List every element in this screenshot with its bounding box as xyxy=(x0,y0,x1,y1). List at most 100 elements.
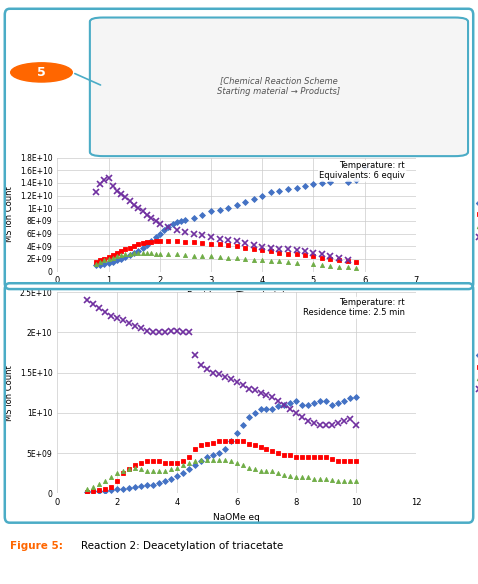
MZ405 xyxy=(268,248,274,255)
MZ447 xyxy=(153,251,159,258)
MZ489 xyxy=(258,390,263,397)
MZ405 xyxy=(135,241,141,248)
MZ489 xyxy=(302,248,307,255)
MZ447 xyxy=(102,257,108,264)
MZ489 xyxy=(183,229,188,236)
MZ405 xyxy=(208,240,214,247)
MZ447 xyxy=(96,480,102,487)
MZ489 xyxy=(199,231,205,238)
MZ363 xyxy=(293,185,299,192)
MZ489 xyxy=(234,238,239,245)
MZ405 xyxy=(132,462,138,469)
MZ363 xyxy=(341,397,347,404)
MZ447 xyxy=(168,466,174,473)
MZ447 xyxy=(293,259,299,266)
MZ405 xyxy=(126,466,132,473)
MZ489 xyxy=(319,251,325,258)
MZ489 xyxy=(122,193,128,200)
MZ363 xyxy=(311,181,316,188)
MZ489 xyxy=(285,246,291,253)
MZ489 xyxy=(106,175,111,182)
MZ489 xyxy=(210,369,216,376)
MZ447 xyxy=(287,472,293,479)
MZ489 xyxy=(204,365,209,372)
MZ489 xyxy=(174,327,180,334)
MZ363 xyxy=(222,446,228,453)
MZ447 xyxy=(268,258,274,265)
MZ363 xyxy=(302,183,307,190)
MZ363 xyxy=(210,451,216,458)
MZ489 xyxy=(347,416,353,423)
Line: MZ447: MZ447 xyxy=(85,457,358,492)
MZ405 xyxy=(258,443,263,450)
MZ447 xyxy=(329,477,335,484)
MZ363 xyxy=(180,469,185,476)
MZ363 xyxy=(84,488,90,495)
MZ405 xyxy=(102,255,108,262)
MZ489 xyxy=(216,371,221,378)
MZ489 xyxy=(264,392,270,399)
MZ489 xyxy=(251,387,257,394)
MZ363 xyxy=(329,401,335,408)
MZ405 xyxy=(204,440,209,447)
MZ363 xyxy=(276,187,282,194)
MZ405 xyxy=(93,259,98,266)
MZ363 xyxy=(97,261,103,268)
MZ489 xyxy=(323,422,329,429)
Line: MZ363: MZ363 xyxy=(85,395,358,494)
MZ363 xyxy=(239,422,246,429)
MZ447 xyxy=(250,256,256,263)
MZ363 xyxy=(170,221,175,228)
MZ489 xyxy=(341,418,347,425)
MZ447 xyxy=(282,471,287,478)
MZ447 xyxy=(110,254,116,261)
MZ405 xyxy=(225,242,231,249)
MZ489 xyxy=(293,246,299,253)
MZ447 xyxy=(183,252,188,259)
MZ405 xyxy=(114,250,120,257)
MZ405 xyxy=(216,437,221,444)
MZ489 xyxy=(138,325,144,332)
MZ405 xyxy=(180,458,185,465)
MZ363 xyxy=(174,219,180,226)
MZ363 xyxy=(135,247,141,254)
MZ363 xyxy=(246,413,251,420)
MZ447 xyxy=(138,466,144,473)
MZ405 xyxy=(347,458,353,465)
MZ363 xyxy=(275,403,281,410)
MZ447 xyxy=(336,263,342,270)
MZ405 xyxy=(191,239,197,246)
MZ363 xyxy=(191,214,197,221)
MZ405 xyxy=(329,456,335,463)
MZ447 xyxy=(293,474,299,481)
MZ405 xyxy=(335,458,341,465)
MZ447 xyxy=(353,265,359,272)
MZ489 xyxy=(260,244,265,251)
MZ405 xyxy=(192,446,197,453)
MZ405 xyxy=(251,442,257,449)
MZ489 xyxy=(162,329,168,336)
MZ405 xyxy=(119,248,124,255)
MZ447 xyxy=(162,467,168,474)
MZ405 xyxy=(327,255,333,262)
MZ363 xyxy=(216,450,221,457)
MZ489 xyxy=(131,201,137,208)
MZ447 xyxy=(242,255,248,262)
MZ447 xyxy=(120,467,126,474)
MZ363 xyxy=(144,242,150,249)
MZ405 xyxy=(110,252,116,259)
MZ489 xyxy=(135,205,141,212)
MZ447 xyxy=(131,250,137,257)
MZ489 xyxy=(250,242,256,249)
MZ489 xyxy=(222,373,228,380)
MZ489 xyxy=(275,397,281,404)
MZ363 xyxy=(353,176,359,183)
MZ405 xyxy=(293,251,299,258)
MZ447 xyxy=(119,252,124,259)
MZ489 xyxy=(110,183,116,190)
MZ489 xyxy=(144,327,150,334)
MZ489 xyxy=(239,381,246,388)
MZ447 xyxy=(234,460,239,467)
MZ405 xyxy=(302,252,307,259)
MZ405 xyxy=(174,460,180,467)
